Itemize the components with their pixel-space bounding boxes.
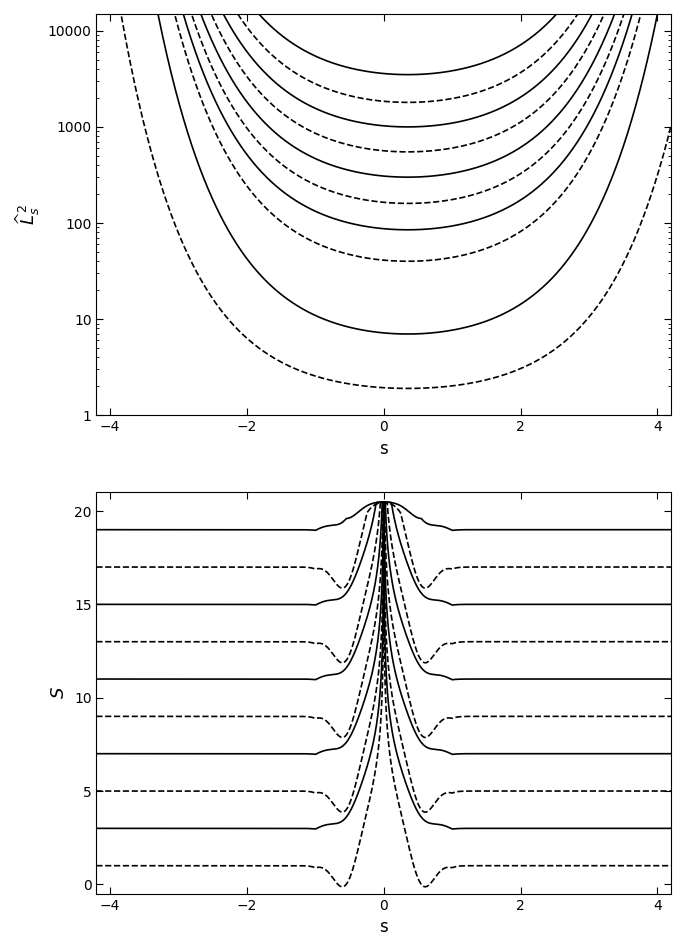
Y-axis label: $S$: $S$ bbox=[51, 687, 68, 699]
X-axis label: s: s bbox=[379, 918, 388, 936]
Y-axis label: $\widehat{L}_s^{\,2}$: $\widehat{L}_s^{\,2}$ bbox=[14, 204, 42, 225]
X-axis label: s: s bbox=[379, 440, 388, 458]
